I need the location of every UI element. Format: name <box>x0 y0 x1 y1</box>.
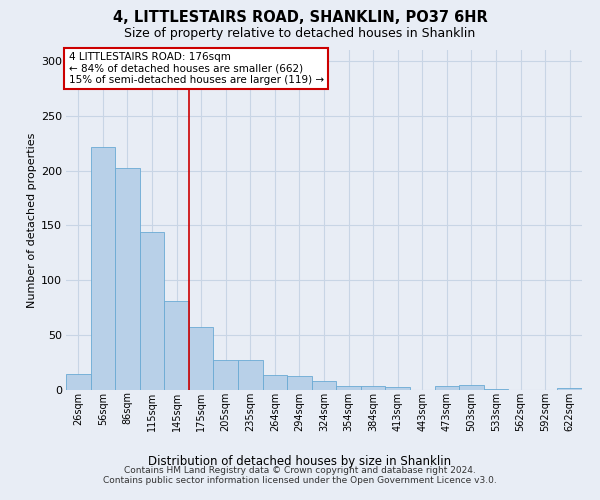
Bar <box>336 386 361 390</box>
Bar <box>189 328 214 390</box>
Bar <box>434 386 459 390</box>
Bar <box>238 360 263 390</box>
Bar <box>214 360 238 390</box>
Bar <box>312 381 336 390</box>
Text: Contains HM Land Registry data © Crown copyright and database right 2024.
Contai: Contains HM Land Registry data © Crown c… <box>103 466 497 485</box>
Bar <box>484 389 508 390</box>
Text: Size of property relative to detached houses in Shanklin: Size of property relative to detached ho… <box>124 28 476 40</box>
Text: 4 LITTLESTAIRS ROAD: 176sqm
← 84% of detached houses are smaller (662)
15% of se: 4 LITTLESTAIRS ROAD: 176sqm ← 84% of det… <box>68 52 324 85</box>
Text: 4, LITTLESTAIRS ROAD, SHANKLIN, PO37 6HR: 4, LITTLESTAIRS ROAD, SHANKLIN, PO37 6HR <box>113 10 487 25</box>
Bar <box>459 384 484 390</box>
Bar <box>287 376 312 390</box>
Y-axis label: Number of detached properties: Number of detached properties <box>26 132 37 308</box>
Bar <box>164 301 189 390</box>
Bar <box>361 386 385 390</box>
Text: Distribution of detached houses by size in Shanklin: Distribution of detached houses by size … <box>148 455 452 468</box>
Bar <box>115 168 140 390</box>
Bar <box>385 386 410 390</box>
Bar <box>557 388 582 390</box>
Bar <box>263 374 287 390</box>
Bar <box>140 232 164 390</box>
Bar <box>66 374 91 390</box>
Bar <box>91 146 115 390</box>
